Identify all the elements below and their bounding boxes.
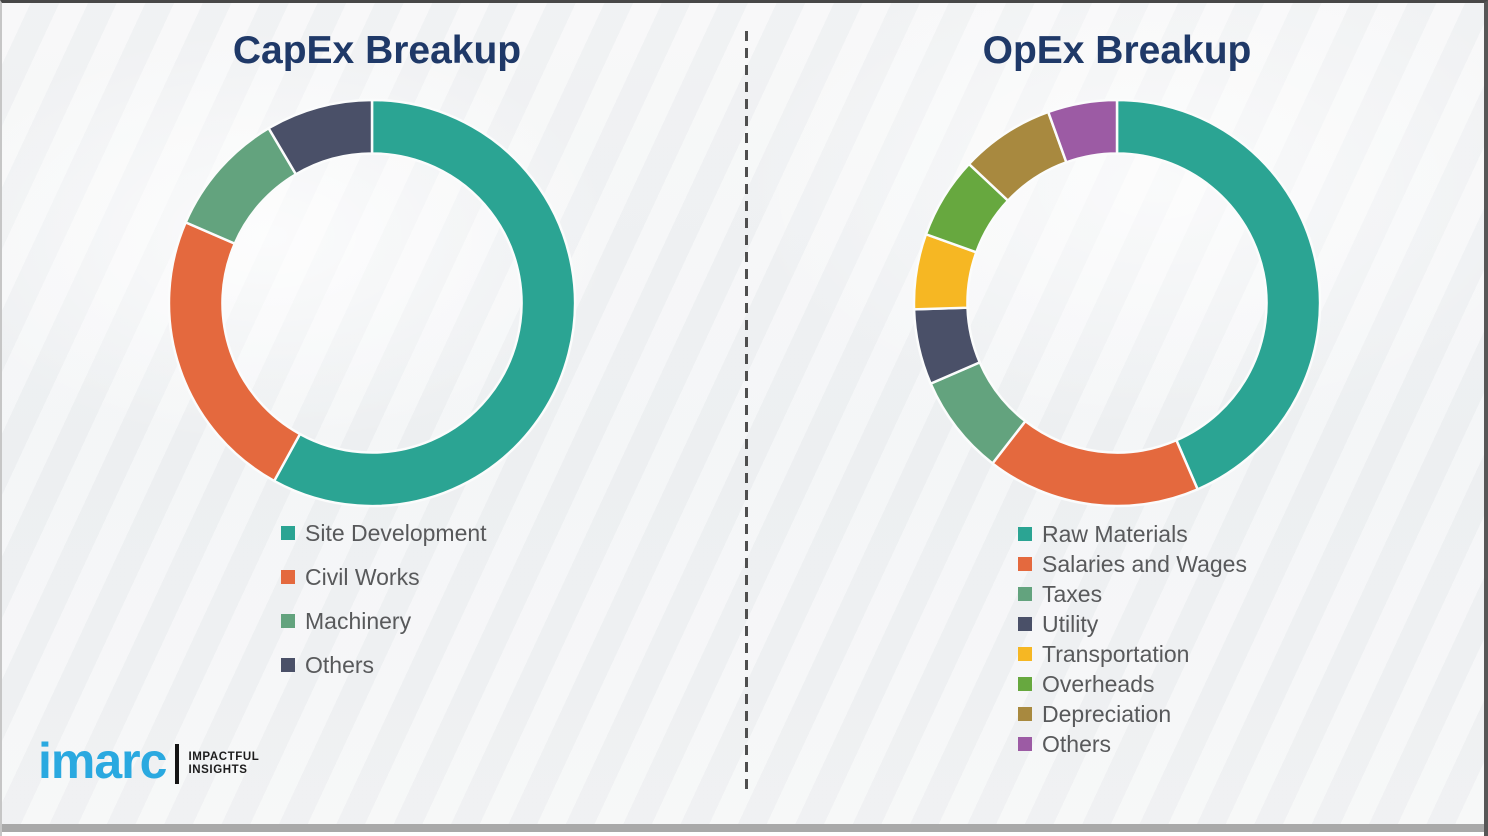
legend-label: Transportation — [1042, 640, 1190, 667]
donut-segment-raw-materials — [1115, 98, 1322, 491]
legend-label: Utility — [1042, 610, 1099, 637]
legend-item-others: Others — [281, 643, 487, 687]
imarc-logo: imarc IMPACTFUL INSIGHTS — [38, 733, 259, 789]
opex-donut-chart — [912, 98, 1322, 508]
capex-legend: Site Development Civil Works Machinery Othe… — [281, 511, 487, 687]
legend-item-transportation: Transportation — [1018, 639, 1247, 669]
logo-tagline-line2: INSIGHTS — [188, 764, 248, 776]
legend-swatch-icon — [1018, 707, 1032, 721]
bottom-white-strip — [2, 832, 1484, 836]
legend-label: Civil Works — [305, 563, 420, 590]
donut-segment-others — [1046, 98, 1119, 164]
donut-segment-civil-works — [167, 220, 302, 483]
legend-item-site-development: Site Development — [281, 511, 487, 555]
legend-swatch-icon — [1018, 677, 1032, 691]
legend-item-machinery: Machinery — [281, 599, 487, 643]
legend-swatch-icon — [1018, 587, 1032, 601]
legend-swatch-icon — [1018, 527, 1032, 541]
donut-segment-site-development — [272, 98, 577, 508]
legend-label: Site Development — [305, 519, 487, 546]
legend-item-civil-works: Civil Works — [281, 555, 487, 599]
legend-item-salaries-and-wages: Salaries and Wages — [1018, 549, 1247, 579]
legend-label: Others — [1042, 730, 1112, 757]
imarc-wordmark: imarc — [38, 733, 167, 789]
legend-swatch-icon — [281, 658, 295, 672]
legend-item-utility: Utility — [1018, 609, 1247, 639]
logo-tagline: IMPACTFUL INSIGHTS — [188, 751, 259, 777]
legend-item-depreciation: Depreciation — [1018, 699, 1247, 729]
legend-label: Others — [305, 651, 375, 678]
legend-swatch-icon — [1018, 647, 1032, 661]
logo-divider-bar — [175, 744, 180, 784]
logo-tagline-line1: IMPACTFUL — [188, 751, 260, 763]
legend-label: Depreciation — [1042, 700, 1172, 727]
legend-label: Taxes — [1042, 580, 1103, 607]
legend-swatch-icon — [281, 526, 295, 540]
legend-label: Salaries and Wages — [1042, 550, 1247, 577]
opex-chart-title: OpEx Breakup — [982, 29, 1252, 72]
legend-swatch-icon — [281, 614, 295, 628]
capex-donut-chart — [167, 98, 577, 508]
legend-item-overheads: Overheads — [1018, 669, 1247, 699]
opex-legend: Raw Materials Salaries and Wages Taxes Util… — [1018, 519, 1247, 759]
donut-segment-others — [266, 98, 374, 176]
legend-swatch-icon — [1018, 737, 1032, 751]
legend-item-others: Others — [1018, 729, 1247, 759]
legend-swatch-icon — [281, 570, 295, 584]
bottom-border-bar — [2, 824, 1484, 832]
capex-chart-title: CapEx Breakup — [232, 29, 522, 72]
legend-label: Machinery — [305, 607, 412, 634]
donut-segment-salaries-and-wages — [990, 419, 1200, 508]
legend-swatch-icon — [1018, 617, 1032, 631]
legend-label: Raw Materials — [1042, 520, 1188, 547]
legend-label: Overheads — [1042, 670, 1155, 697]
legend-swatch-icon — [1018, 557, 1032, 571]
dashed-divider — [745, 31, 748, 793]
legend-item-taxes: Taxes — [1018, 579, 1247, 609]
legend-item-raw-materials: Raw Materials — [1018, 519, 1247, 549]
